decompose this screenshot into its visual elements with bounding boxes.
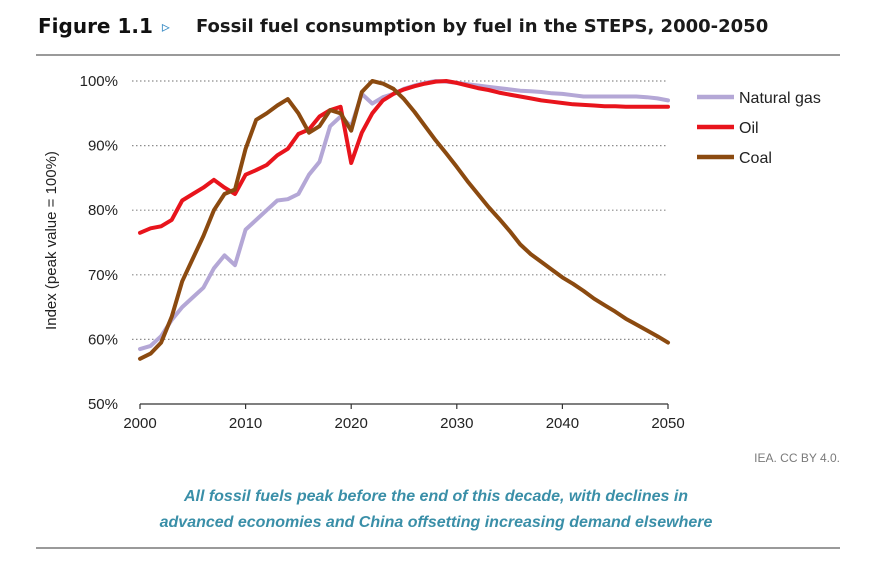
bottom-divider [36, 547, 840, 549]
y-axis-title: Index (peak value = 100%) [43, 151, 60, 330]
figure-label: Figure 1.1 [38, 14, 153, 38]
header-divider [36, 54, 840, 56]
x-tick-label: 2000 [123, 415, 156, 432]
x-tick-label: 2030 [440, 415, 473, 432]
grid-lines [132, 80, 668, 340]
legend-label: Oil [739, 120, 759, 137]
credit-text: IEA. CC BY 4.0. [754, 451, 840, 465]
y-tick-label: 100% [80, 73, 118, 90]
x-tick-label: 2010 [229, 415, 262, 432]
figure-title: Fossil fuel consumption by fuel in the S… [195, 15, 769, 37]
y-tick-label: 50% [88, 396, 118, 413]
figure-header: Figure 1.1 ▹ Fossil fuel consumption by … [38, 14, 768, 38]
legend-label: Natural gas [739, 90, 821, 107]
axes: 50% 60% 70% 80% 90% 100% 2000 2010 2020 2030 2040 2… [43, 73, 685, 432]
x-tick-label: 2040 [546, 415, 579, 432]
y-tick-label: 90% [88, 138, 118, 155]
y-tick-label: 60% [88, 331, 118, 348]
y-tick-label: 80% [88, 202, 118, 219]
series-lines [138, 79, 670, 361]
x-tick-label: 2020 [335, 415, 368, 432]
y-tick-label: 70% [88, 267, 118, 284]
figure-caption: All fossil fuels peak before the end of … [0, 484, 872, 536]
caption-line-2: advanced economies and China offsetting … [159, 514, 713, 531]
series-line-natural-gas [138, 79, 670, 352]
legend: Natural gas Oil Coal [697, 90, 821, 167]
legend-label: Coal [739, 150, 772, 167]
caption-line-1: All fossil fuels peak before the end of … [183, 488, 689, 505]
series-line-coal [138, 79, 670, 361]
figure-marker-icon: ▹ [161, 16, 170, 36]
x-tick-label: 2050 [651, 415, 684, 432]
series-line-oil [138, 79, 670, 235]
line-chart: 50% 60% 70% 80% 90% 100% 2000 2010 2020 2030 2040 2… [43, 73, 821, 432]
